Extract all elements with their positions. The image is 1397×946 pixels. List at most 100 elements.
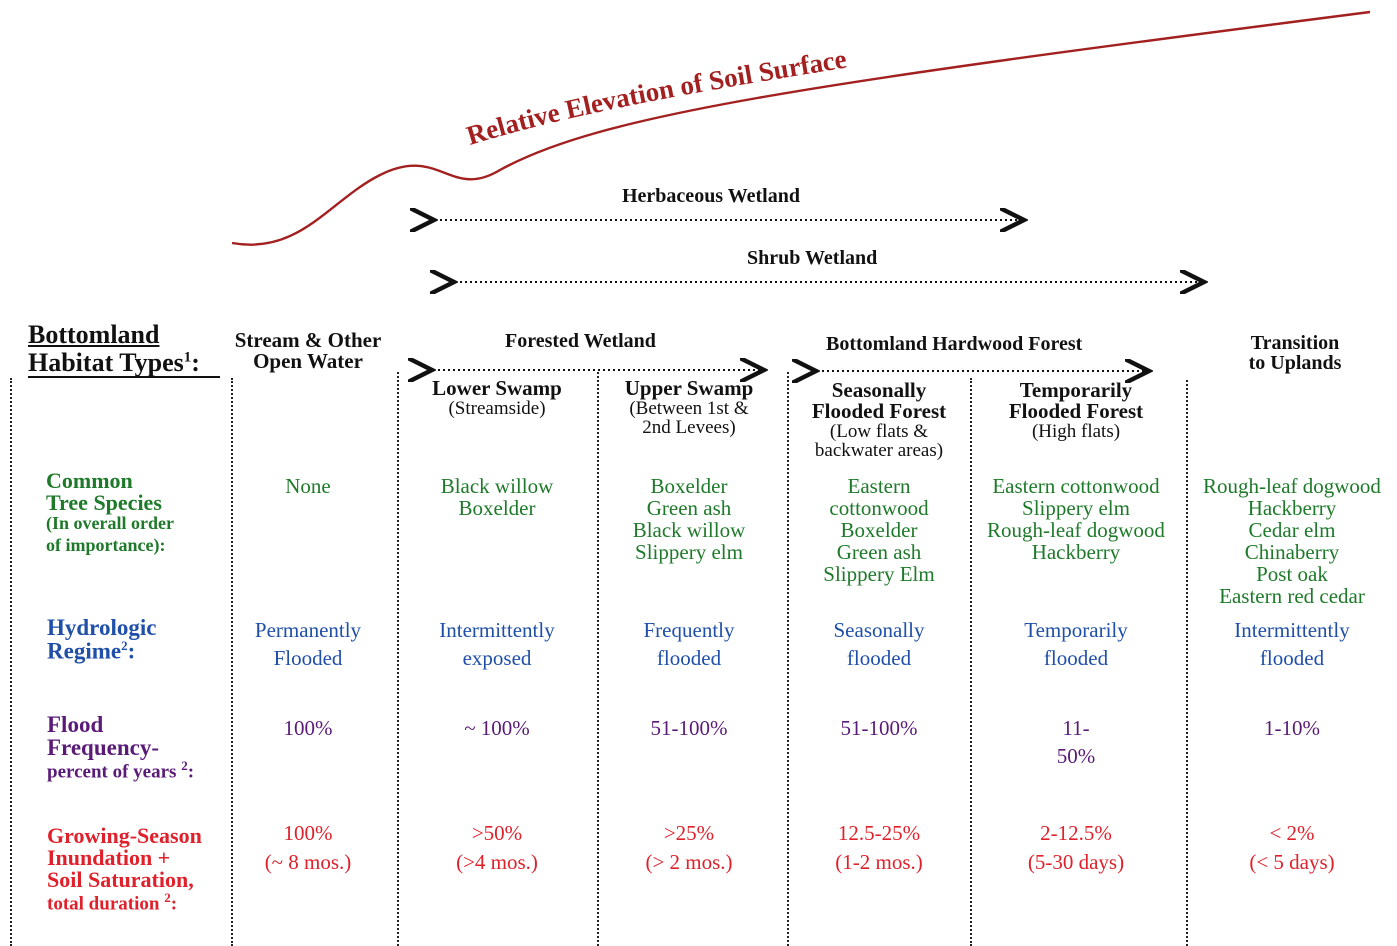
- column-subtitle-upper_swamp-0: (Between 1st &: [629, 398, 749, 419]
- cell-line: Black willow: [632, 518, 746, 542]
- cell-line: (> 2 mos.): [645, 850, 733, 874]
- cell-line: Permanently: [254, 618, 362, 642]
- separator-left: [10, 378, 12, 946]
- cell-line: Temporarily: [1024, 618, 1128, 642]
- hydro-label-line1: Hydrologic: [47, 615, 157, 640]
- cell-line: Slippery elm: [635, 540, 743, 564]
- title-line2-text: Habitat Types: [28, 348, 184, 377]
- species-note-line1: (In overall order: [46, 513, 174, 533]
- column-header-temporary: Temporarily Flooded Forest (High flats): [971, 378, 1181, 442]
- cell-hydro-upper_swamp: Frequently flooded: [597, 620, 782, 676]
- column-title-seasonal-1: Flooded Forest: [811, 399, 947, 423]
- species-label-line2: Tree Species: [46, 490, 162, 515]
- column-title-temporary-1: Flooded Forest: [1008, 399, 1144, 423]
- row-label-hydro: Hydrologic Regime2:: [47, 615, 157, 664]
- cell-line: Boxelder: [650, 474, 728, 498]
- cell-growing-upper_swamp: >25% (> 2 mos.): [597, 823, 782, 881]
- flood-label-line1: Flood: [47, 712, 104, 737]
- column-title-seasonal-0: Seasonally: [831, 378, 927, 402]
- cell-line: Intermittently: [439, 618, 555, 642]
- species-note-line2: of importance):: [46, 535, 166, 555]
- row-label-flood: Flood Frequency- percent of years 2:: [47, 712, 195, 783]
- cell-line: 51-100%: [840, 716, 918, 740]
- cell-line: >50%: [471, 821, 523, 845]
- hydro-label-line2: Regime: [47, 638, 122, 664]
- cell-line: (< 5 days): [1249, 850, 1335, 874]
- cell-species-seasonal: Eastern cottonwood Boxelder Green ash Slippe…: [789, 476, 969, 586]
- cell-hydro-lower_swamp: Intermittently exposed: [400, 620, 595, 676]
- column-title-stream-0: Stream & Other: [234, 328, 382, 352]
- title-line2: Habitat Types1:: [28, 350, 200, 376]
- cell-line: Rough-leaf dogwood: [987, 518, 1165, 542]
- cell-line: Rough-leaf dogwood: [1203, 474, 1381, 498]
- growing-label-line4: total duration: [47, 893, 160, 915]
- cell-growing-stream: 100% (~ 8 mos.): [223, 823, 393, 881]
- flood-label-line3: percent of years: [47, 761, 177, 783]
- growing-sup: 2: [164, 890, 171, 905]
- cell-line: 12.5-25%: [837, 821, 921, 845]
- cell-line: Intermittently: [1234, 618, 1350, 642]
- cell-line: Cedar elm: [1248, 518, 1336, 542]
- cell-species-stream: None: [223, 476, 393, 498]
- elevation-curve: [230, 10, 1372, 246]
- cell-line: 50%: [1056, 744, 1096, 768]
- flood-label-line2: Frequency-: [47, 735, 160, 760]
- cell-line: Green ash: [836, 540, 922, 564]
- column-title-upper_swamp-0: Upper Swamp: [624, 376, 754, 400]
- cell-hydro-transition: Intermittently flooded: [1185, 620, 1397, 676]
- page-title: Bottomland Habitat Types1:: [28, 322, 200, 376]
- cell-line: Post oak: [1256, 562, 1328, 586]
- cell-line: Seasonally: [833, 618, 925, 642]
- cell-line: Slippery elm: [1022, 496, 1130, 520]
- separator-transition: [1186, 380, 1188, 946]
- cell-hydro-temporary: Temporarily flooded: [971, 620, 1181, 676]
- forested-label: Forested Wetland: [505, 330, 656, 352]
- cell-species-temporary: Eastern cottonwood Slippery elm Rough-leaf…: [971, 476, 1181, 564]
- cell-line: 100%: [283, 716, 333, 740]
- cell-line: Slippery Elm: [823, 562, 935, 586]
- separator-lower: [397, 372, 399, 946]
- cell-flood-upper_swamp: 51-100%: [597, 718, 782, 746]
- cell-line: Eastern red cedar: [1219, 584, 1365, 608]
- column-subtitle-lower_swamp-0: (Streamside): [448, 398, 546, 419]
- elevation-label: Relative Elevation of Soil Surface: [463, 44, 849, 151]
- cell-line: 11-: [1062, 716, 1090, 740]
- column-subtitle-seasonal-0: (Low flats &: [829, 421, 929, 442]
- column-header-stream: Stream & Other Open Water: [223, 330, 393, 372]
- cell-growing-temporary: 2-12.5% (5-30 days): [971, 823, 1181, 881]
- cell-flood-lower_swamp: ~ 100%: [400, 718, 595, 746]
- column-header-upper_swamp: Upper Swamp (Between 1st & 2nd Levees): [597, 376, 782, 438]
- row-label-species: Common Tree Species (In overall order of…: [46, 468, 174, 555]
- cell-line: flooded: [846, 646, 912, 670]
- column-header-seasonal: Seasonally Flooded Forest (Low flats & back…: [789, 378, 969, 461]
- title-line1: Bottomland: [28, 320, 160, 349]
- title-suffix: :: [191, 348, 200, 377]
- cell-line: Chinaberry: [1244, 540, 1340, 564]
- cell-line: flooded: [1259, 646, 1325, 670]
- shrub-label: Shrub Wetland: [747, 247, 878, 269]
- separator-seasonal: [787, 372, 789, 946]
- cell-growing-seasonal: 12.5-25% (1-2 mos.): [789, 823, 969, 881]
- transition-label: Transition to Uplands: [1210, 333, 1380, 373]
- cell-species-lower_swamp: Black willow Boxelder: [400, 476, 595, 520]
- cell-line: Hackberry: [1247, 496, 1337, 520]
- column-title-temporary-0: Temporarily: [1019, 378, 1133, 402]
- column-header-lower_swamp: Lower Swamp (Streamside): [400, 376, 595, 419]
- column-subtitle-upper_swamp-1: 2nd Levees): [642, 417, 736, 438]
- column-title-lower_swamp-0: Lower Swamp: [432, 376, 562, 400]
- cell-species-upper_swamp: Boxelder Green ash Black willow Slippery el…: [597, 476, 782, 564]
- species-label-line1: Common: [46, 468, 133, 493]
- cell-line: Frequently: [643, 618, 735, 642]
- cell-line: Eastern: [847, 474, 911, 498]
- separator-upper: [597, 372, 599, 946]
- cell-line: Boxelder: [458, 496, 536, 520]
- cell-line: flooded: [1043, 646, 1109, 670]
- title-sup: 1: [183, 349, 192, 366]
- cell-hydro-stream: Permanently Flooded: [223, 620, 393, 676]
- cell-line: ~ 100%: [464, 716, 530, 740]
- transition-label-line2: to Uplands: [1248, 352, 1342, 374]
- cell-line: Green ash: [646, 496, 732, 520]
- cell-flood-stream: 100%: [223, 718, 393, 746]
- cell-line: 51-100%: [650, 716, 728, 740]
